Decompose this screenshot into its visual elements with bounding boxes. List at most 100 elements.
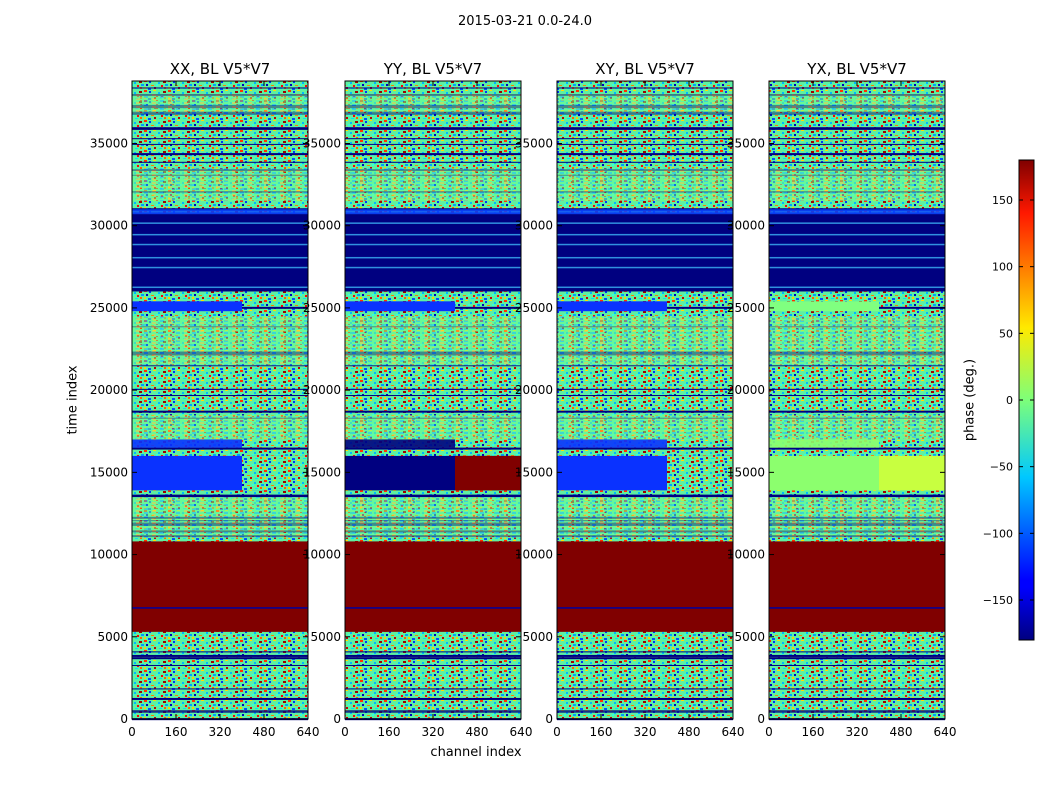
row-line (557, 395, 733, 397)
stripe-band (132, 316, 308, 366)
row-line (557, 651, 733, 653)
y-tick-label: 0 (545, 712, 553, 726)
row-line (345, 447, 521, 450)
navy-region-line (345, 222, 521, 224)
stripe-band (345, 414, 521, 440)
x-tick-label: 640 (510, 725, 533, 739)
colorbar-tick-label: −100 (983, 527, 1013, 540)
stripe-band (345, 94, 521, 114)
y-tick-label: 0 (120, 712, 128, 726)
band-14k (769, 478, 879, 486)
band-31k (557, 209, 733, 215)
y-tick-label: 10000 (515, 548, 553, 562)
row-line (557, 410, 733, 413)
row-line (769, 153, 945, 156)
x-tick-label: 0 (128, 725, 136, 739)
row-line (557, 710, 733, 712)
band-15k-right (242, 455, 308, 491)
y-tick-label: 30000 (515, 219, 553, 233)
row-line (132, 697, 308, 700)
navy-region-line (132, 243, 308, 246)
panel-title: YY, BL V5*V7 (383, 60, 482, 78)
row-line (557, 697, 733, 700)
row-line (557, 447, 733, 450)
colorbar-tick-label: 100 (992, 261, 1013, 274)
stripe-band (557, 316, 733, 366)
stripe-band (557, 414, 733, 440)
row-line (132, 447, 308, 450)
darkred-region (132, 541, 308, 632)
x-tick-label: 320 (634, 725, 657, 739)
navy-region-line (557, 222, 733, 224)
colorbar-tick-label: −150 (983, 594, 1013, 607)
colorbar-label: phase (deg.) (962, 358, 978, 442)
stripe-band (769, 497, 945, 539)
row-line (769, 365, 945, 367)
navy-region-line (132, 266, 308, 269)
stripe-band (769, 168, 945, 202)
band-14k (557, 478, 667, 486)
row-line (132, 208, 308, 210)
row-line (345, 495, 521, 498)
row-line (132, 153, 308, 156)
row-line (557, 208, 733, 210)
y-tick-label: 35000 (727, 136, 765, 150)
row-line (345, 365, 521, 367)
row-line (769, 657, 945, 660)
row-line (557, 87, 733, 89)
row-line (345, 697, 521, 700)
row-line (769, 651, 945, 653)
row-line (557, 657, 733, 660)
band-31k (345, 209, 521, 215)
row-line (345, 395, 521, 397)
row-line (557, 664, 733, 666)
stripe-band (345, 497, 521, 539)
row-line (132, 711, 308, 713)
x-tick-label: 160 (165, 725, 188, 739)
band-25k (132, 301, 242, 312)
x-tick-label: 0 (341, 725, 349, 739)
stripe-band (769, 94, 945, 114)
region-line (557, 607, 733, 609)
row-line (132, 127, 308, 130)
row-line (557, 688, 733, 690)
heatmap-panels: XX, BL V5*V7 0 160 320 480 640 0 5000 10000 15000… (90, 60, 957, 739)
row-line (557, 143, 733, 145)
row-line (345, 143, 521, 145)
heatmap-panel-1: XX, BL V5*V7 0 160 320 480 640 0 5000 10000 15000… (90, 60, 320, 739)
x-tick-label: 160 (378, 725, 401, 739)
row-line (769, 447, 945, 450)
x-tick-label: 640 (297, 725, 320, 739)
x-tick-label: 640 (934, 725, 957, 739)
navy-region-line (557, 266, 733, 269)
navy-region-line (345, 266, 521, 269)
navy-region-line (132, 222, 308, 224)
row-line (769, 143, 945, 145)
y-tick-label: 25000 (515, 301, 553, 315)
row-line (557, 711, 733, 713)
band-16k (557, 439, 667, 448)
band-15k-right (879, 455, 945, 491)
navy-region-line (557, 286, 733, 289)
row-line (345, 664, 521, 666)
row-line (132, 688, 308, 690)
heatmap-panel-4: YX, BL V5*V7 0 160 320 480 640 0 5000 10000 15000… (727, 60, 957, 739)
region-line (132, 607, 308, 609)
x-tick-label: 0 (553, 725, 561, 739)
y-tick-label: 10000 (90, 548, 128, 562)
row-line (132, 410, 308, 413)
darkred-region (345, 541, 521, 632)
y-tick-label: 30000 (303, 219, 341, 233)
row-line (345, 688, 521, 690)
row-line (345, 161, 521, 163)
stripe-band (557, 497, 733, 539)
navy-region-line (769, 286, 945, 289)
navy-region-line (345, 286, 521, 289)
navy-region-line (769, 233, 945, 236)
row-line (345, 138, 521, 140)
row-line (769, 654, 945, 657)
row-line (345, 657, 521, 660)
row-line (769, 710, 945, 712)
stripe-band (769, 316, 945, 366)
heatmap-panel-3: XY, BL V5*V7 0 160 320 480 640 0 5000 10000 15000… (515, 60, 745, 739)
